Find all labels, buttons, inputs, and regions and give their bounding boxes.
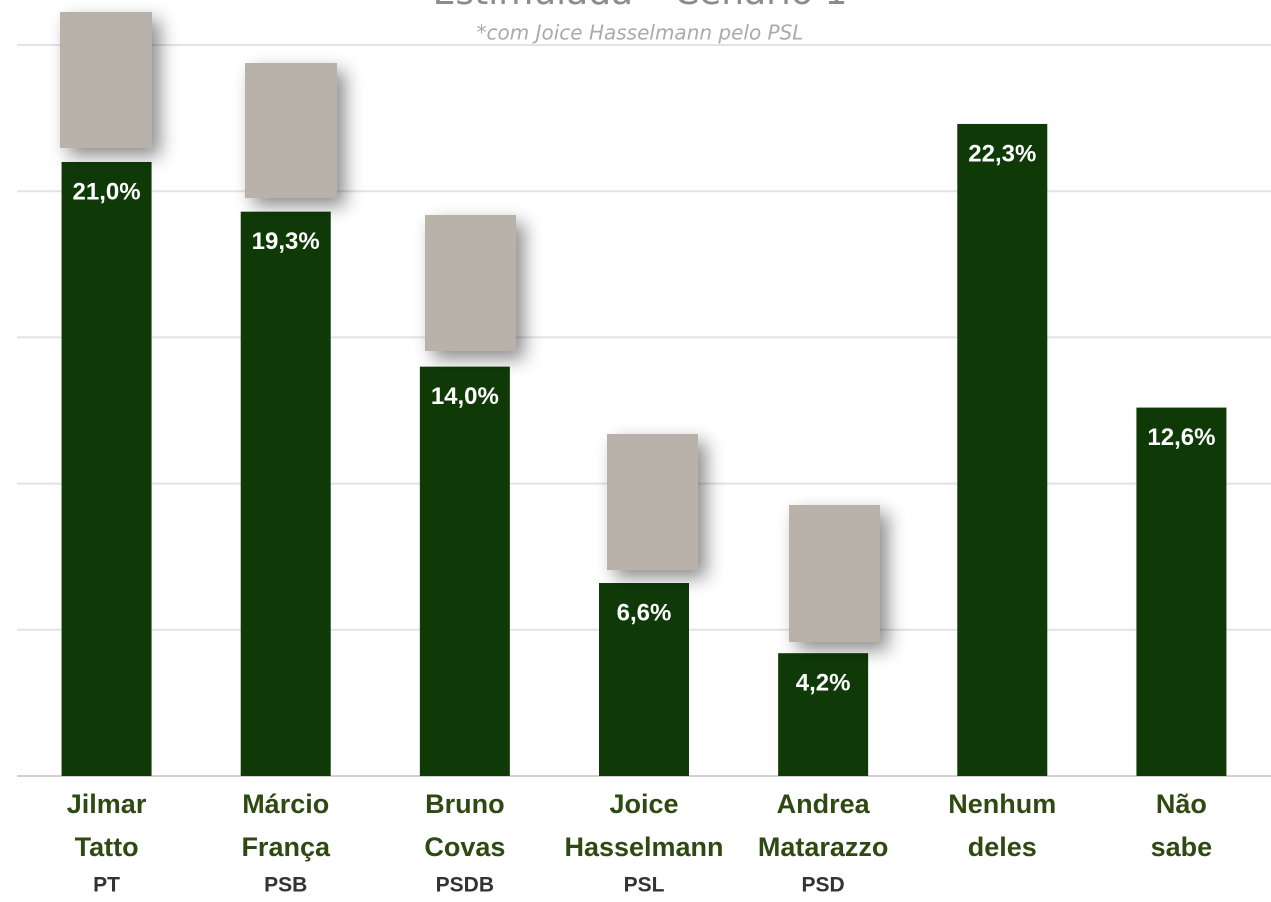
bar [240,211,331,777]
photos [60,12,880,642]
value-label: 19,3% [252,228,320,255]
value-label: 14,0% [431,383,499,410]
value-label: 21,0% [73,178,141,205]
x-tick-label: Andrea [777,789,871,819]
x-tick-label: Hasselmann [564,832,723,862]
x-tick-label: Matarazzo [758,832,889,862]
x-tick-label: Não [1156,789,1207,819]
party-label: PSD [802,874,845,897]
value-label: 22,3% [968,140,1036,167]
candidate-photo [425,215,516,351]
candidate-photo [60,12,152,148]
party-label: PSB [264,874,307,897]
candidate-photo [607,434,698,570]
bar [1136,407,1227,776]
x-tick-label: Tatto [75,832,139,862]
x-tick-label: França [241,832,331,862]
x-tick-label: Covas [424,832,505,862]
value-label: 6,6% [617,599,672,626]
x-tick-label: sabe [1151,832,1213,862]
x-tick-label: Márcio [242,789,329,819]
x-tick-label: Jilmar [67,789,147,819]
value-label: 4,2% [796,670,851,697]
x-tick-label: Bruno [425,789,504,819]
bars [61,123,1227,777]
candidate-photo [789,505,880,642]
bar [778,653,869,776]
bar [61,161,152,776]
bar [599,583,689,776]
candidate-photo [245,63,337,198]
chart-subtitle: *com Joice Hasselmann pelo PSL [477,21,804,45]
x-tick-label: Joice [609,789,678,819]
x-tick-label: Nenhum [948,789,1056,819]
value-label: 12,6% [1147,424,1215,451]
party-label: PSDB [436,874,494,897]
party-label: PT [93,874,120,897]
party-label: PSL [624,874,665,897]
chart-title: Estimulada – Cenário 1 [433,0,848,13]
bar [419,366,510,776]
bar [957,123,1048,776]
x-tick-label: deles [968,832,1037,862]
